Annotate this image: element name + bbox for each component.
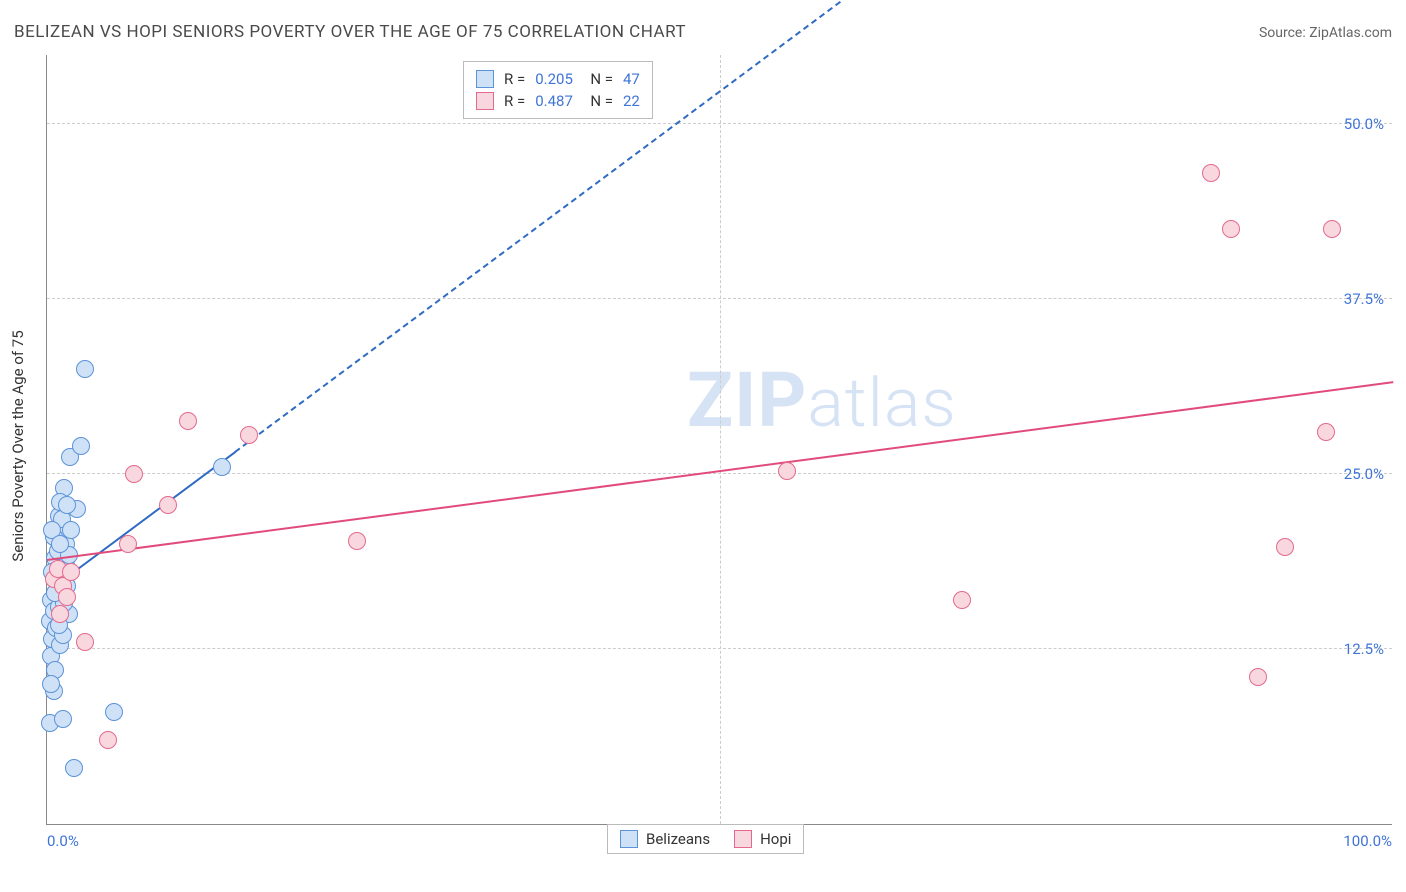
scatter-plot-area: ZIPatlas R = 0.205 N = 47R = 0.487 N = 2… (46, 55, 1392, 825)
data-point (953, 591, 971, 609)
legend-item: Hopi (734, 830, 791, 848)
data-point (58, 496, 76, 514)
data-point (1317, 423, 1335, 441)
y-tick-label: 25.0% (1344, 465, 1384, 483)
x-tick-min: 0.0% (47, 832, 79, 850)
stat-label-n: N = (583, 92, 613, 110)
data-point (1323, 220, 1341, 238)
data-point (213, 458, 231, 476)
legend-swatch (620, 830, 638, 848)
legend-swatch (734, 830, 752, 848)
legend-swatch (476, 70, 494, 88)
data-point (119, 535, 137, 553)
data-point (54, 710, 72, 728)
data-point (65, 759, 83, 777)
y-axis-title: Seniors Poverty Over the Age of 75 (9, 330, 27, 561)
watermark: ZIPatlas (687, 355, 957, 445)
data-point (76, 633, 94, 651)
data-point (778, 462, 796, 480)
stats-row: R = 0.205 N = 47 (476, 68, 640, 90)
data-point (1222, 220, 1240, 238)
legend-swatch (476, 92, 494, 110)
watermark-light: atlas (807, 363, 957, 443)
title-bar: BELIZEAN VS HOPI SENIORS POVERTY OVER TH… (14, 22, 1392, 42)
y-tick-label: 12.5% (1344, 640, 1384, 658)
data-point (76, 360, 94, 378)
trend-line-extrapolated (235, 0, 1394, 453)
stats-row: R = 0.487 N = 22 (476, 90, 640, 112)
stat-label-r: R = (504, 92, 525, 110)
data-point (240, 426, 258, 444)
data-point (51, 535, 69, 553)
data-point (42, 675, 60, 693)
data-point (1276, 538, 1294, 556)
data-point (62, 563, 80, 581)
correlation-stats-legend: R = 0.205 N = 47R = 0.487 N = 22 (463, 61, 653, 119)
legend-item: Belizeans (620, 830, 710, 848)
data-point (348, 532, 366, 550)
chart-title: BELIZEAN VS HOPI SENIORS POVERTY OVER TH… (14, 22, 686, 42)
data-point (125, 465, 143, 483)
source-label: Source: ZipAtlas.com (1259, 25, 1392, 41)
stat-label-n: N = (583, 70, 613, 88)
stat-value-r: 0.205 (535, 70, 573, 88)
stat-label-r: R = (504, 70, 525, 88)
data-point (99, 731, 117, 749)
stat-value-r: 0.487 (535, 92, 573, 110)
legend-label: Belizeans (646, 830, 710, 848)
watermark-bold: ZIP (687, 355, 807, 445)
x-tick-max: 100.0% (1343, 832, 1392, 850)
data-point (1202, 164, 1220, 182)
stat-value-n: 22 (623, 92, 640, 110)
data-point (51, 605, 69, 623)
gridline-v (720, 55, 721, 824)
series-legend: Belizeans Hopi (607, 824, 804, 854)
data-point (159, 496, 177, 514)
stat-value-n: 47 (623, 70, 640, 88)
data-point (1249, 668, 1267, 686)
legend-label: Hopi (760, 830, 791, 848)
data-point (105, 703, 123, 721)
y-tick-label: 50.0% (1344, 115, 1384, 133)
y-tick-label: 37.5% (1344, 290, 1384, 308)
data-point (179, 412, 197, 430)
data-point (58, 588, 76, 606)
data-point (72, 437, 90, 455)
